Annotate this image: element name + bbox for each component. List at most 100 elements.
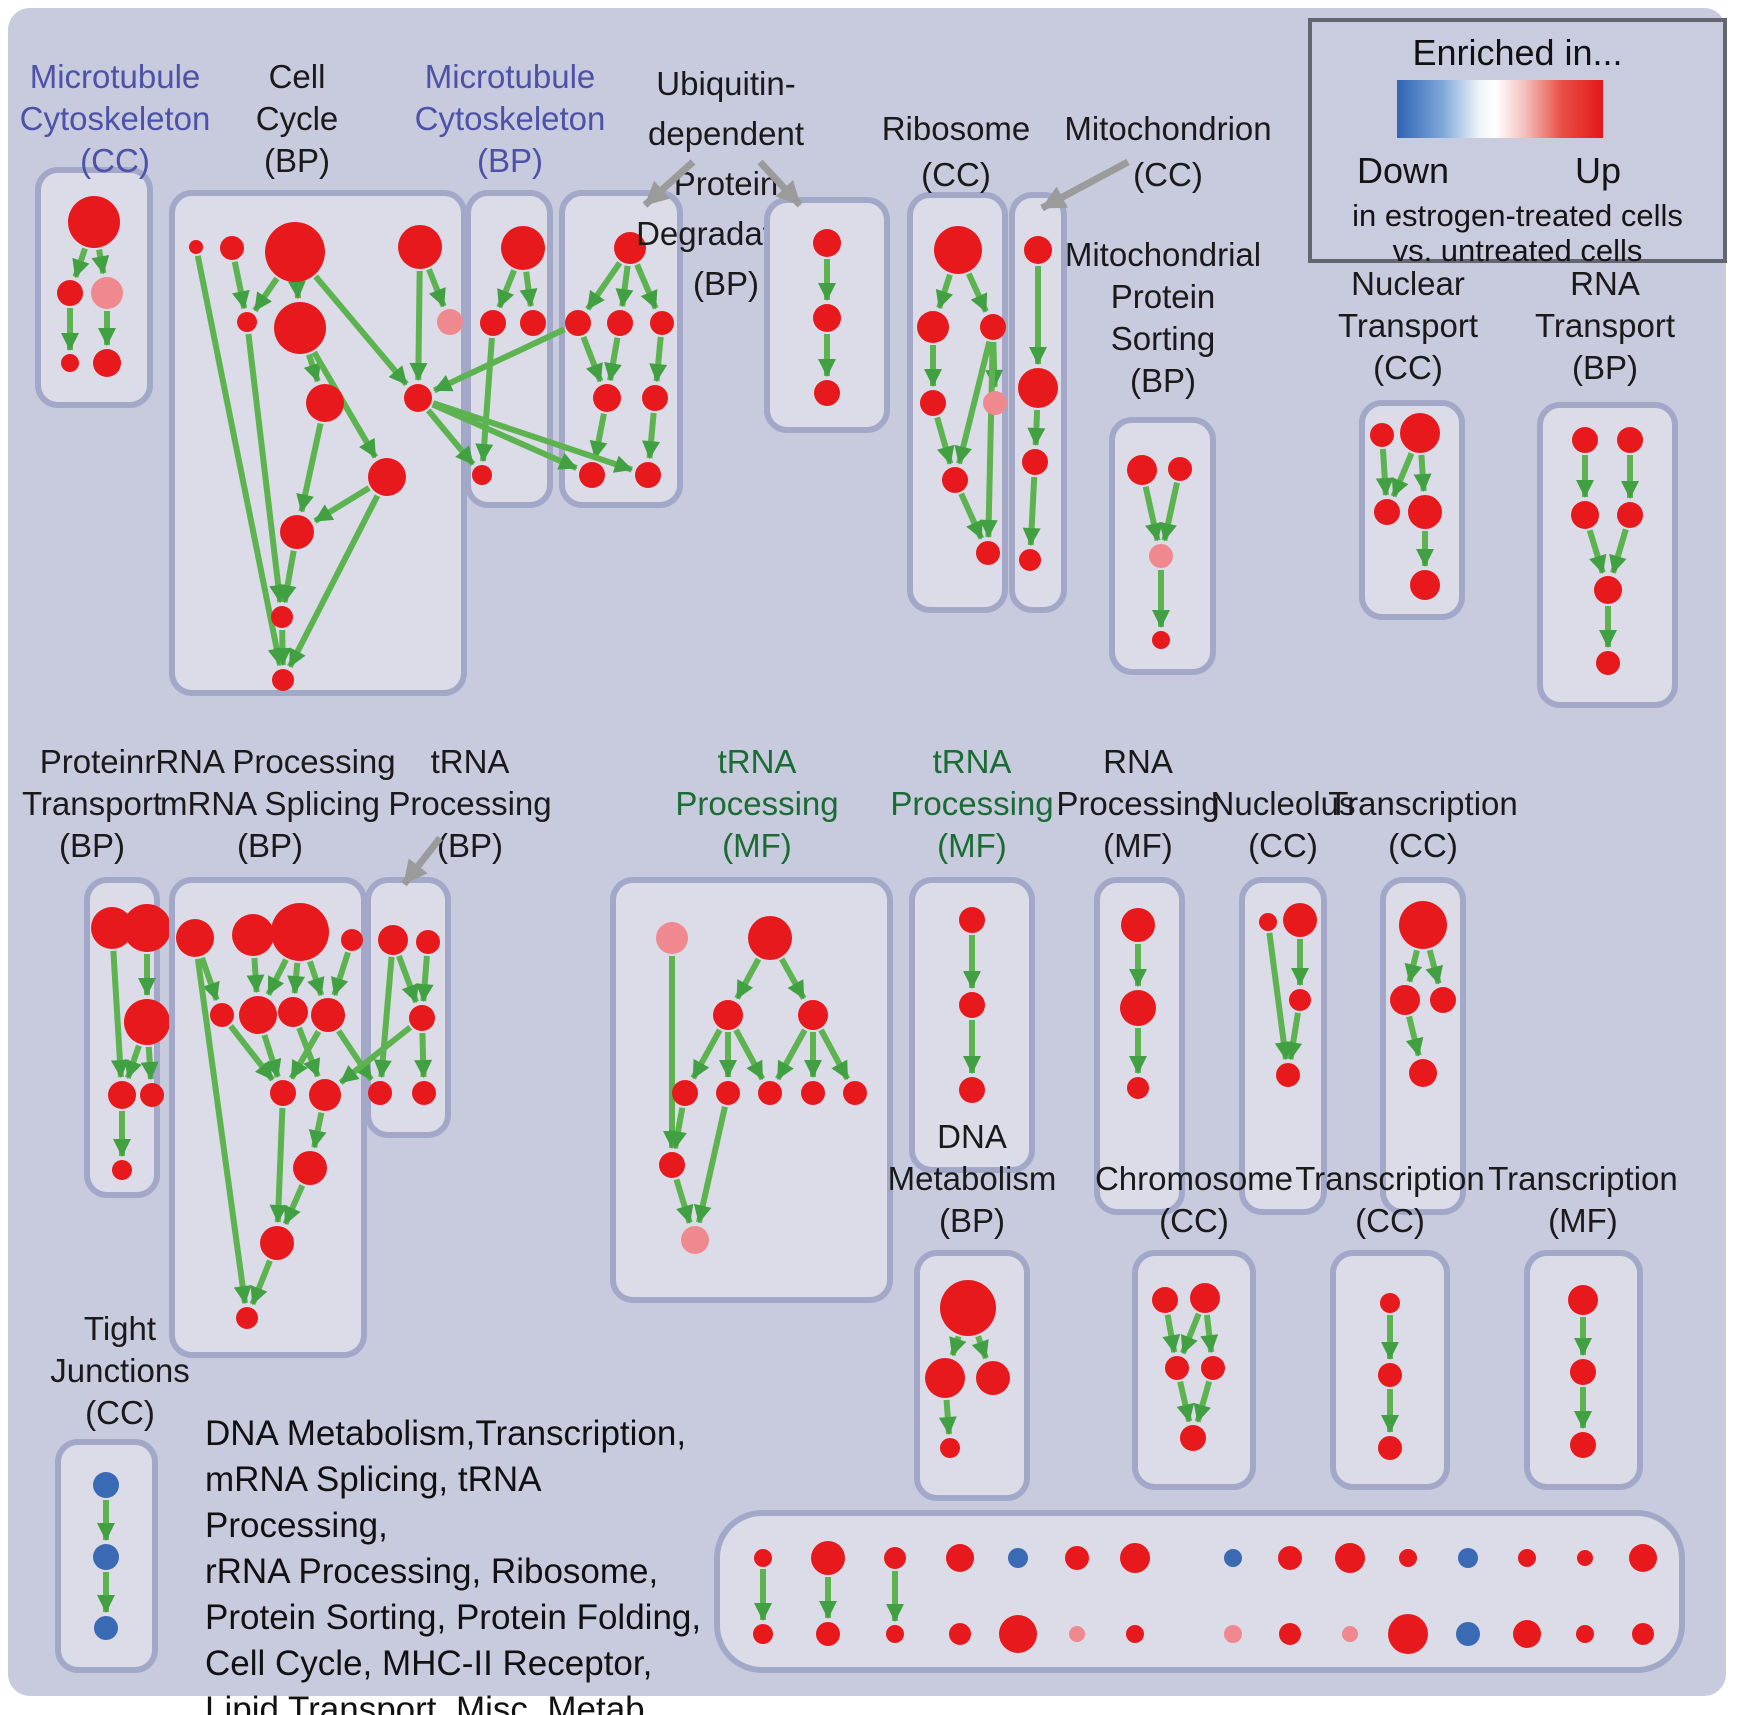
group-ribosome-cc-edge-1 <box>966 272 989 313</box>
group-trna-processing-mf-small-node-2 <box>959 1077 985 1103</box>
group-trna-processing-mf-large-node-7 <box>801 1081 825 1105</box>
group-protein-transport-edge-3 <box>140 1046 159 1081</box>
group-dna-metabolism-label-2: (BP) <box>939 1202 1005 1239</box>
bottom-strip-col13-top-node <box>1518 1549 1536 1567</box>
group-protein-transport-node-2 <box>124 999 170 1045</box>
group-mito-protein-sorting-edge-1 <box>1159 482 1180 542</box>
bottom-strip-col6-top-node <box>1065 1546 1089 1570</box>
group-cell-cycle-edge-1 <box>231 261 250 310</box>
group-ribosome-cc-node-2 <box>980 314 1006 340</box>
group-transcription-cc-mid-node-1 <box>1390 985 1420 1015</box>
group-rna-processing-mf-node-0 <box>1121 908 1155 942</box>
group-trna-processing-bp-edge-2 <box>373 956 395 1079</box>
group-nucleolus-cc-node-1 <box>1283 903 1317 937</box>
group-rrna-processing: rRNA Processing mRNA Splicing (BP) <box>144 743 396 1358</box>
group-ribosome-cc-label-0: Ribosome <box>882 110 1031 147</box>
group-protein-transport-node-1 <box>123 904 171 952</box>
group-microtubule-bp-label-2: (BP) <box>477 142 543 179</box>
group-rrna-processing-node-1 <box>232 914 274 956</box>
group-trna-processing-bp-label-2: (BP) <box>437 827 503 864</box>
group-rna-transport-label-0: RNA <box>1570 265 1640 302</box>
group-microtubule-cc-node-4 <box>93 349 121 377</box>
group-trna-processing-mf-large-edge-11 <box>693 1106 728 1224</box>
bottom-strip-col5-top-node <box>1008 1548 1028 1568</box>
group-mito-protein-sorting-node-2 <box>1149 544 1173 568</box>
group-trna-processing-mf-large-edge-5 <box>775 1028 808 1081</box>
group-mito-protein-sorting-label-0: Mitochondrial <box>1065 236 1261 273</box>
group-transcription-mf-node-1 <box>1570 1359 1596 1385</box>
group-microtubule-bp-node-0 <box>501 226 545 270</box>
group-transcription-cc-low-label-0: Transcription <box>1295 1160 1485 1197</box>
group-chromosome-cc-node-1 <box>1190 1283 1220 1313</box>
group-chromosome-cc-label-0: Chromosome <box>1095 1160 1293 1197</box>
bottom-strip-col12-bottom-node <box>1456 1622 1480 1646</box>
group-rna-processing-mf-label-1: Processing <box>1056 785 1219 822</box>
group-ribosome-cc-label-1: (CC) <box>921 156 991 193</box>
group-ubiquitin-left-edge-0 <box>585 261 623 311</box>
group-rna-transport-label-2: (BP) <box>1572 349 1638 386</box>
group-trna-processing-mf-large-node-5 <box>716 1081 740 1105</box>
group-trna-processing-bp-edge-0 <box>396 954 419 1004</box>
group-dna-metabolism-edge-0 <box>949 1335 967 1357</box>
group-ubiquitin-left-edge-2 <box>634 263 659 310</box>
group-chromosome-cc: Chromosome (CC) <box>1095 1160 1293 1490</box>
group-trna-processing-mf-large-node-9 <box>659 1152 685 1178</box>
group-microtubule-cc-edge-0 <box>72 247 90 278</box>
group-rrna-processing-node-10 <box>293 1151 327 1185</box>
group-rrna-processing-node-3 <box>341 929 363 951</box>
group-protein-transport-node-4 <box>140 1083 164 1107</box>
group-chromosome-cc-edge-0 <box>1162 1314 1181 1354</box>
group-rrna-processing-label-0: rRNA Processing <box>144 743 395 780</box>
group-microtubule-cc-node-0 <box>68 196 120 248</box>
group-ubiquitin-right-node-0 <box>813 229 841 257</box>
group-trna-processing-mf-large-node-1 <box>748 916 792 960</box>
group-trna-processing-bp: tRNA Processing (BP) <box>365 743 552 1138</box>
group-mitochondrion-cc: Mitochondrion (CC) <box>1009 110 1272 613</box>
group-cell-cycle-node-7 <box>404 384 432 412</box>
legend-down-label: Down <box>1356 150 1450 191</box>
group-nucleolus-cc: Nucleolus (CC) <box>1211 785 1355 1215</box>
group-rrna-processing-edge-2 <box>265 958 289 996</box>
group-protein-transport-label-1: Transport <box>22 785 162 822</box>
group-cell-cycle-node-1 <box>220 236 244 260</box>
group-nucleolus-cc-edge-2 <box>1266 932 1293 1061</box>
group-transcription-cc-mid: Transcription (CC) <box>1328 785 1518 1215</box>
group-tight-junctions-label-2: (CC) <box>85 1394 155 1431</box>
bottom-strip-col7-bottom-node <box>1126 1625 1144 1643</box>
group-mito-protein-sorting-node-3 <box>1152 631 1170 649</box>
group-trna-processing-mf-large-edge-9 <box>669 1107 687 1150</box>
group-cell-cycle-node-0 <box>189 240 203 254</box>
group-rna-transport-node-1 <box>1617 427 1643 453</box>
group-dna-metabolism-node-1 <box>925 1358 965 1398</box>
group-trna-processing-mf-large-label-2: (MF) <box>722 827 792 864</box>
group-mitochondrion-cc-node-0 <box>1024 236 1052 264</box>
group-rrna-processing-node-8 <box>270 1080 296 1106</box>
group-rna-processing-mf-label-0: RNA <box>1103 743 1173 780</box>
group-cell-cycle-edge-7 <box>303 353 321 383</box>
legend-gradient-bar <box>1397 80 1603 138</box>
group-microtubule-cc-node-3 <box>61 354 79 372</box>
group-rrna-processing-edge-9 <box>288 1029 322 1080</box>
group-ribosome-cc-edge-6 <box>958 492 985 540</box>
group-rrna-processing-node-11 <box>260 1226 294 1260</box>
group-ribosome-cc-edge-7 <box>979 341 998 539</box>
group-trna-processing-mf-large-node-3 <box>798 1000 828 1030</box>
group-ribosome-cc-edge-4 <box>954 340 993 465</box>
group-trna-processing-mf-large-node-0 <box>656 922 688 954</box>
group-cell-cycle-node-4 <box>237 312 257 332</box>
group-microtubule-cc-label-1: Cytoskeleton <box>20 100 211 137</box>
group-transcription-cc-mid-node-3 <box>1409 1059 1437 1087</box>
group-chromosome-cc-node-4 <box>1180 1425 1206 1451</box>
group-transcription-cc-low-node-0 <box>1380 1293 1400 1313</box>
group-trna-processing-mf-large-edge-7 <box>818 1028 851 1081</box>
group-rna-transport-label-1: Transport <box>1535 307 1675 344</box>
group-ribosome-cc-node-0 <box>934 226 982 274</box>
group-tight-junctions-label-0: Tight <box>84 1310 156 1347</box>
group-chromosome-cc-edge-1 <box>1180 1312 1202 1355</box>
group-trna-processing-mf-large-edge-4 <box>733 1028 766 1081</box>
group-mitochondrion-cc-node-1 <box>1018 368 1058 408</box>
group-transcription-mf-node-0 <box>1568 1285 1598 1315</box>
group-microtubule-cc-node-1 <box>57 280 83 306</box>
group-rrna-processing-node-0 <box>176 919 214 957</box>
legend-caption-line1: in estrogen-treated cells <box>1352 198 1683 233</box>
